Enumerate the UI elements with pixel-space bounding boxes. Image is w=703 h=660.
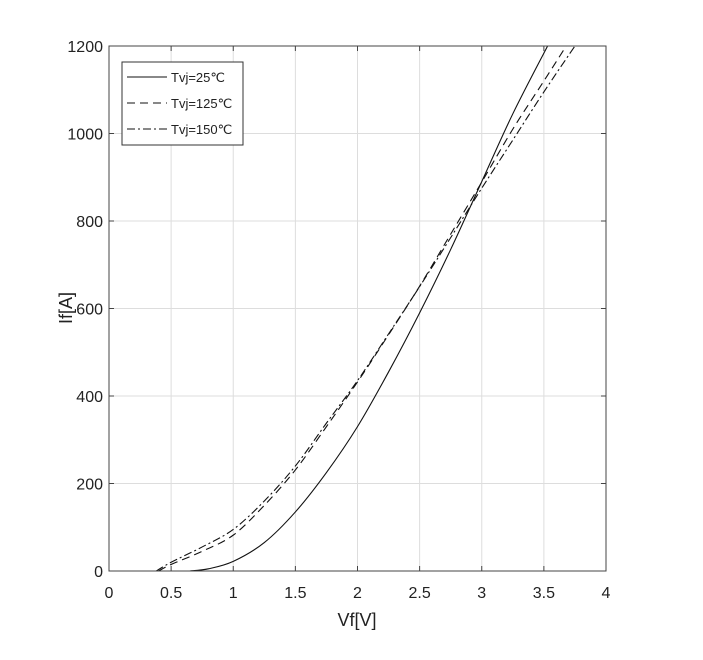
y-tick-label: 1000 xyxy=(67,127,103,144)
x-axis-label: Vf[V] xyxy=(337,610,376,630)
y-tick-label: 200 xyxy=(76,477,103,494)
x-tick-label: 0.5 xyxy=(160,585,182,602)
legend-label: Tvj=150℃ xyxy=(171,122,232,137)
x-tick-label: 2 xyxy=(353,585,362,602)
legend: Tvj=25℃ Tvj=125℃ Tvj=150℃ xyxy=(121,61,244,146)
ticks: 0 0.5 1 1.5 2 2.5 3 3.5 4 0 200 400 600 800 1000 1200 xyxy=(67,39,610,602)
y-tick-label: 400 xyxy=(76,389,103,406)
series-line-dashdot xyxy=(155,46,576,571)
x-tick-label: 4 xyxy=(602,585,611,602)
x-tick-label: 1 xyxy=(229,585,238,602)
series-line-solid xyxy=(189,46,549,571)
x-tick-label: 3.5 xyxy=(533,585,555,602)
series-lines xyxy=(155,46,576,571)
y-axis-label: If[A] xyxy=(56,292,76,324)
y-tick-label: 0 xyxy=(94,564,103,581)
legend-label: Tvj=25℃ xyxy=(171,70,225,85)
x-tick-label: 3 xyxy=(477,585,486,602)
series-line-dashed xyxy=(158,46,567,571)
x-tick-label: 1.5 xyxy=(284,585,306,602)
y-tick-label: 800 xyxy=(76,214,103,231)
y-tick-label: 1200 xyxy=(67,39,103,56)
y-tick-label: 600 xyxy=(76,302,103,319)
x-tick-label: 0 xyxy=(105,585,114,602)
legend-label: Tvj=125℃ xyxy=(171,96,232,111)
x-tick-label: 2.5 xyxy=(409,585,431,602)
grid xyxy=(108,45,607,572)
